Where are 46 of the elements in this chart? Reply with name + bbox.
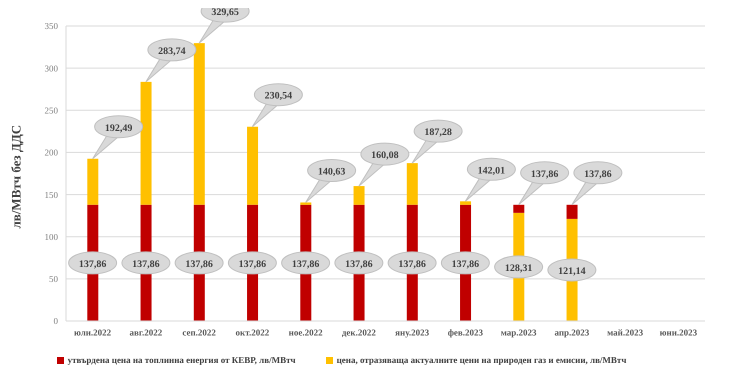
y-tick-label: 150	[44, 190, 58, 200]
data-label: 137,86	[238, 258, 266, 270]
data-label: 137,86	[345, 258, 373, 270]
x-tick-label: юли.2022	[74, 327, 112, 338]
y-tick-label: 250	[44, 105, 58, 116]
data-label: 137,86	[292, 258, 320, 270]
total-label: 137,86	[530, 168, 558, 180]
total-label: 142,01	[478, 165, 506, 176]
y-axis-title: лв/MВтч без ДДС	[8, 124, 24, 228]
bar	[513, 204, 524, 213]
data-label: 137,86	[185, 258, 213, 270]
x-tick-label: мар.2023	[500, 327, 538, 338]
total-label: 140,63	[318, 166, 346, 178]
x-tick-label: ное.2022	[288, 327, 324, 338]
data-label: 137,86	[78, 258, 106, 270]
total-label: 329,65	[211, 7, 239, 18]
x-tick-label: сеп.2022	[182, 327, 216, 338]
x-tick-label: май.2023	[607, 327, 644, 338]
y-tick-label: 0	[54, 316, 58, 326]
data-label: 128,31	[504, 262, 532, 274]
legend-label: утвърдена цена на топлинна енергия от КЕВР, лв/MВтч	[68, 355, 296, 365]
x-tick-label: авг.2022	[130, 327, 163, 338]
total-label: 187,28	[424, 127, 452, 138]
x-tick-label: юни.2023	[660, 327, 698, 338]
x-tick-label: апр.2023	[554, 327, 590, 338]
bar	[300, 202, 312, 205]
y-tick-label: 350	[44, 21, 58, 32]
x-tick-label: окт.2022	[236, 327, 270, 338]
total-label: 283,74	[158, 46, 186, 57]
x-tick-label: фев.2023	[448, 327, 484, 338]
data-label: 137,86	[452, 258, 480, 270]
data-label: 137,86	[398, 258, 426, 270]
y-tick-label: 100	[44, 232, 58, 242]
legend-label: цена, отразяваща актуалните цени на природен газ и емисии, лв/MВтч	[336, 355, 626, 365]
data-label: 137,86	[132, 258, 160, 270]
x-tick-label: дек.2022	[342, 327, 376, 338]
y-tick-label: 300	[44, 63, 58, 74]
total-label: 137,86	[584, 168, 612, 180]
x-tick-label: яну.2023	[395, 327, 430, 338]
y-tick-label: 50	[49, 274, 58, 284]
y-tick-label: 200	[44, 148, 58, 158]
data-label: 121,14	[558, 266, 586, 277]
bar	[460, 201, 472, 205]
total-label: 230,54	[264, 90, 292, 102]
total-label: 160,08	[371, 150, 399, 162]
total-label: 192,49	[104, 122, 132, 134]
